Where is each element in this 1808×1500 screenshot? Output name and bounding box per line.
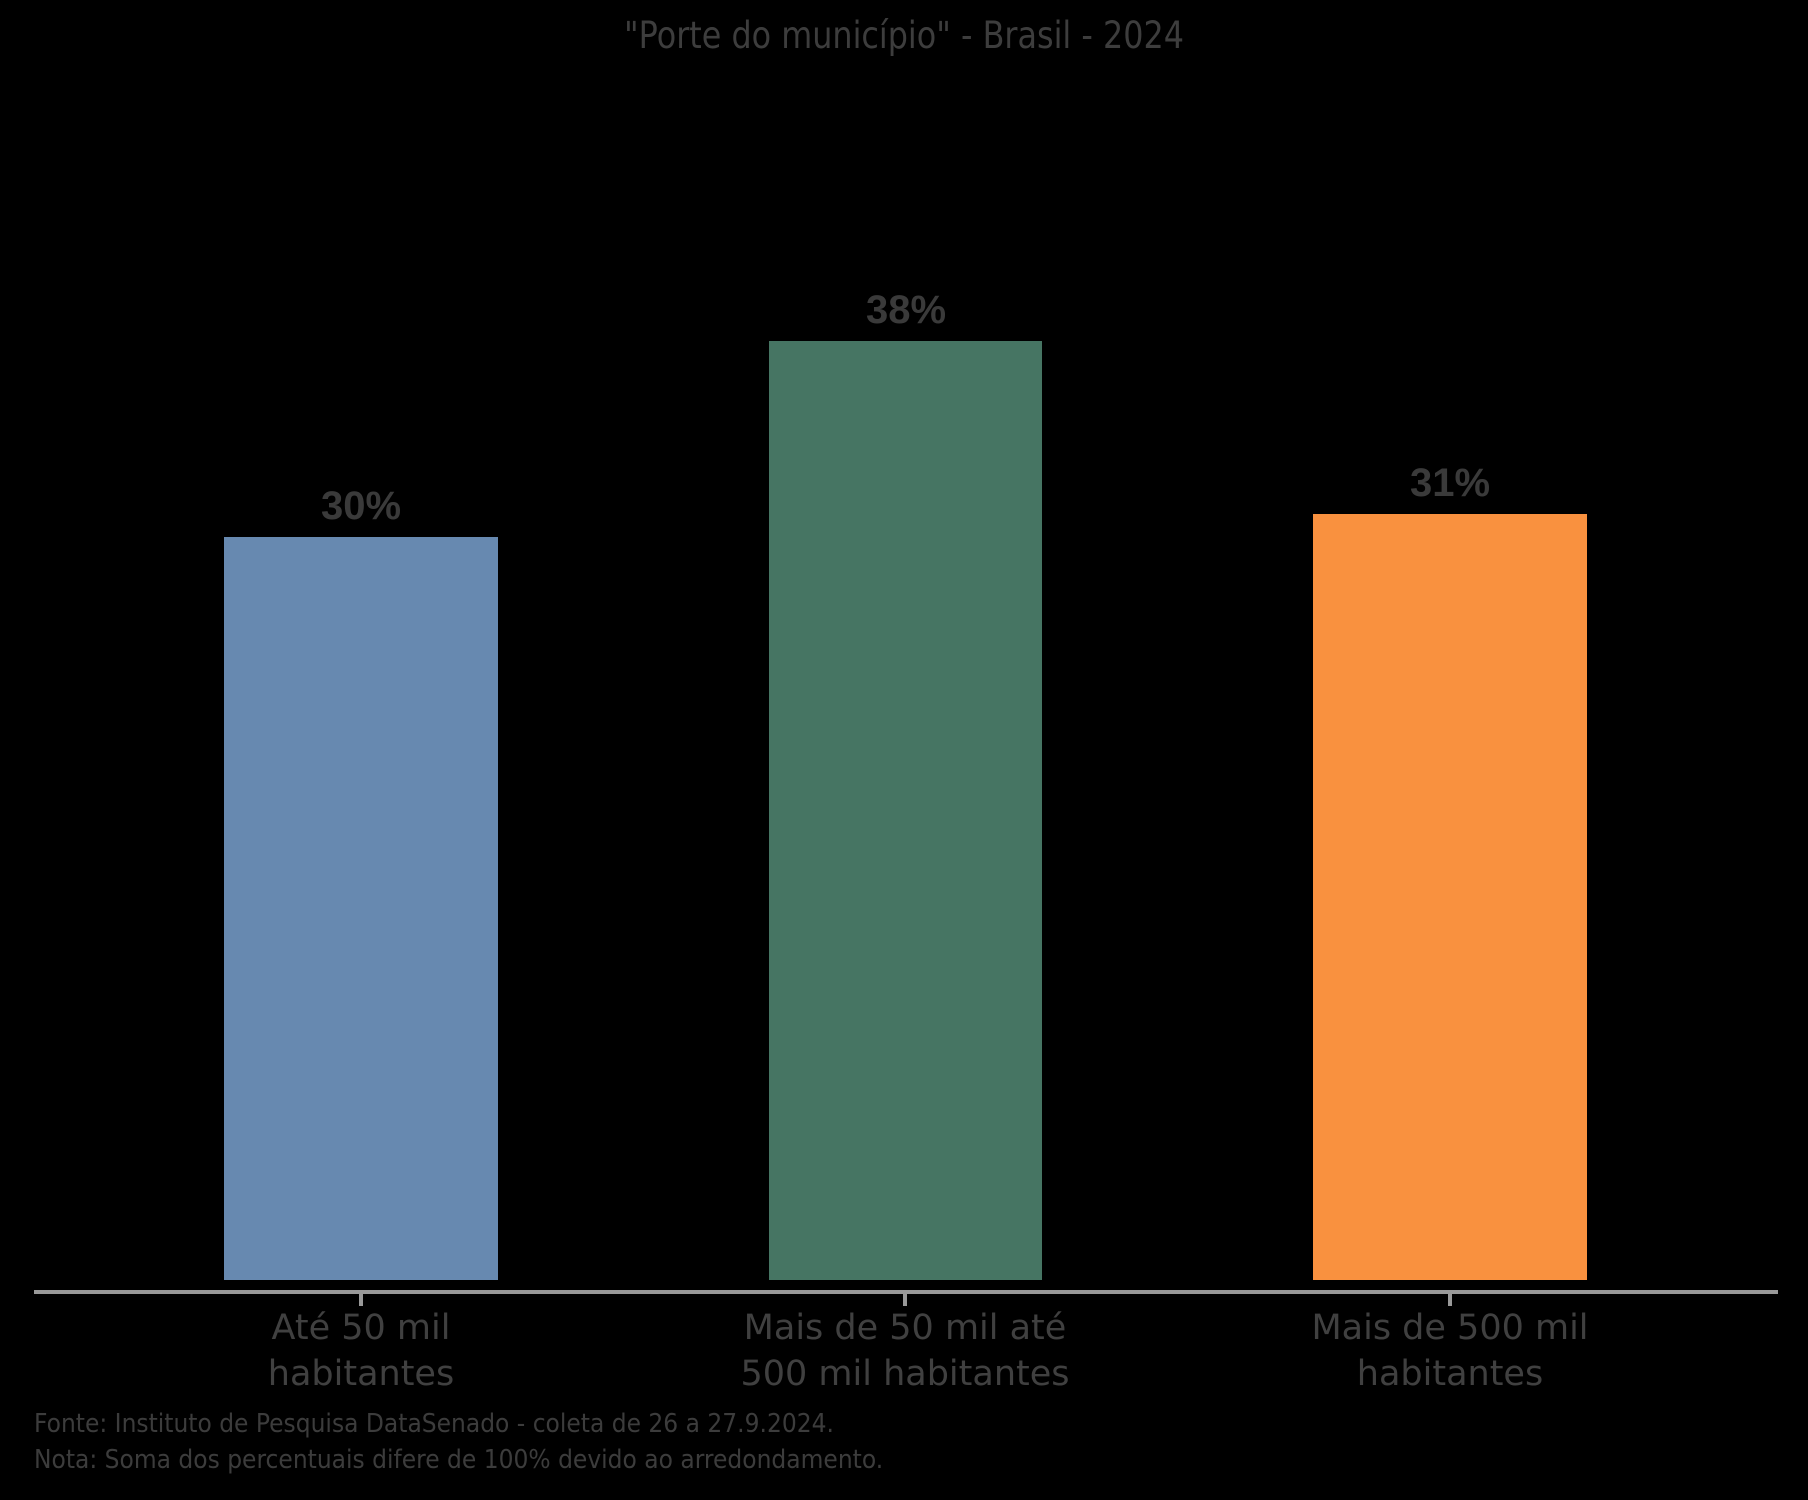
chart-title: "Porte do município" - Brasil - 2024: [624, 14, 1184, 57]
category-line-2: habitantes: [1356, 1354, 1544, 1394]
bar-50-a-500-mil: [769, 341, 1042, 1280]
bar-mais-500-mil: [1313, 514, 1587, 1280]
x-axis-line: [34, 1290, 1778, 1294]
category-line-1: Mais de 500 mil: [1311, 1308, 1589, 1348]
x-axis-category-label: Mais de 50 mil até 500 mil habitantes: [705, 1305, 1105, 1397]
bar-ate-50-mil: [224, 537, 498, 1280]
x-axis-tick: [903, 1294, 907, 1306]
x-axis-category-label: Até 50 mil habitantes: [161, 1305, 561, 1397]
x-axis-tick: [1448, 1294, 1452, 1306]
bar-value-label: 31%: [1409, 461, 1491, 505]
category-line-2: 500 mil habitantes: [740, 1354, 1070, 1394]
category-line-1: Mais de 50 mil até: [743, 1308, 1067, 1348]
x-axis-category-label: Mais de 500 mil habitantes: [1250, 1305, 1650, 1397]
x-axis-tick: [359, 1294, 363, 1306]
bar-value-label: 38%: [865, 288, 947, 332]
source-note: Fonte: Instituto de Pesquisa DataSenado …: [34, 1409, 834, 1439]
category-line-1: Até 50 mil: [271, 1308, 451, 1348]
bar-value-label: 30%: [320, 484, 402, 528]
category-line-2: habitantes: [267, 1354, 455, 1394]
footnote: Nota: Soma dos percentuais difere de 100…: [34, 1445, 884, 1475]
